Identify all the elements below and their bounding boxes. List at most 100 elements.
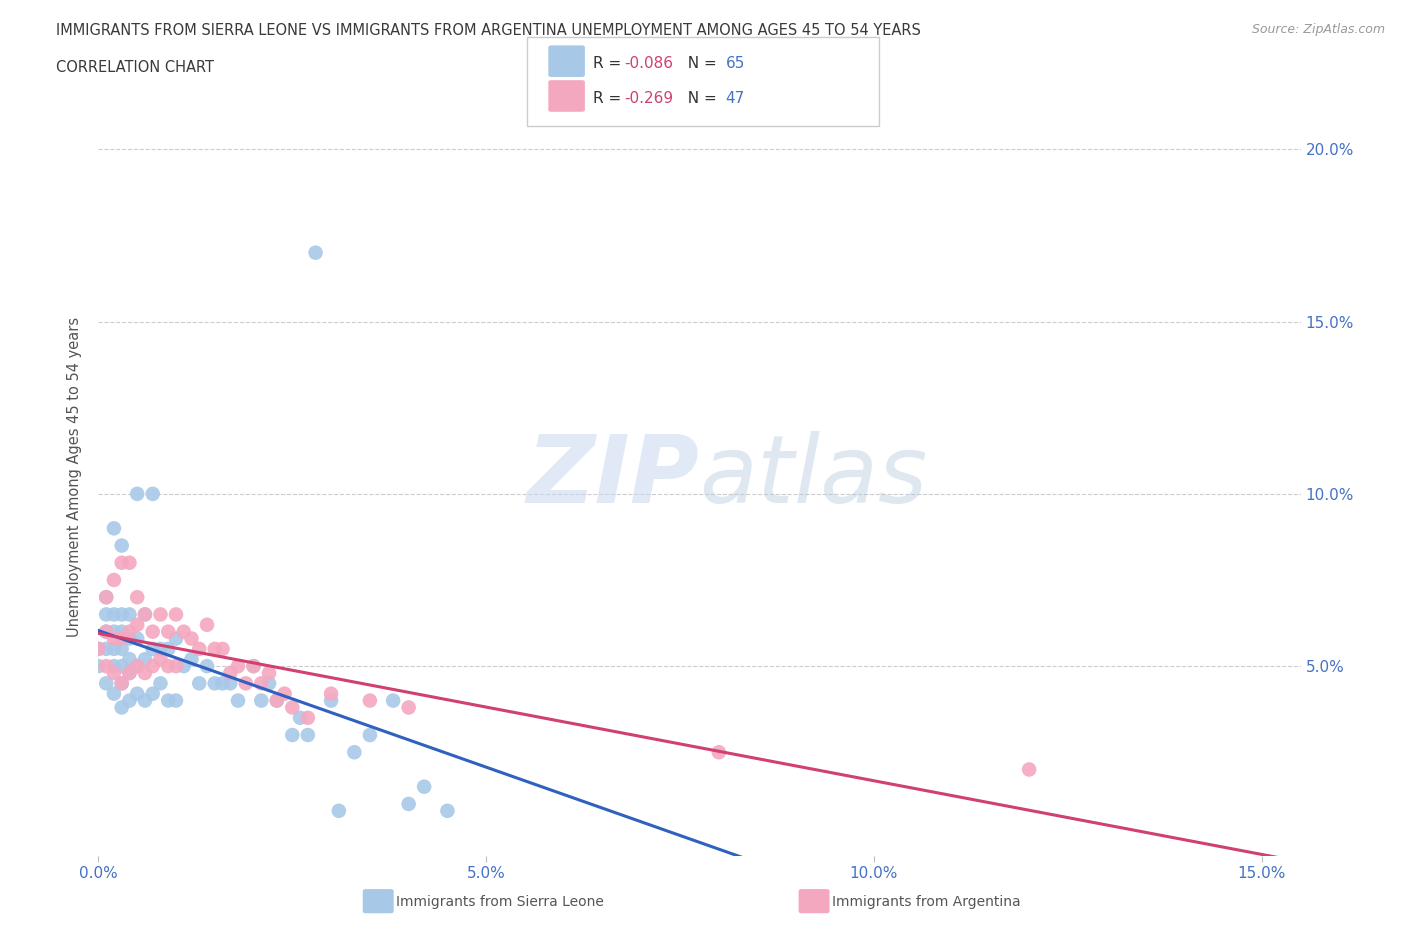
Point — [398, 700, 420, 715]
Point — [359, 693, 381, 708]
Point — [188, 642, 211, 657]
Point — [398, 796, 420, 811]
Point — [118, 624, 141, 639]
Point — [211, 642, 233, 657]
Point — [142, 486, 165, 501]
Text: Immigrants from Sierra Leone: Immigrants from Sierra Leone — [396, 895, 605, 910]
Point — [242, 658, 264, 673]
Point — [118, 631, 141, 646]
Point — [149, 676, 172, 691]
Point — [87, 642, 110, 657]
Point — [111, 555, 134, 570]
Point — [134, 607, 156, 622]
Point — [134, 666, 156, 681]
Point — [96, 658, 118, 673]
Point — [257, 666, 280, 681]
Point — [273, 686, 295, 701]
Text: N =: N = — [678, 57, 721, 72]
Point — [103, 624, 125, 639]
Point — [165, 658, 187, 673]
Point — [204, 642, 226, 657]
Point — [87, 642, 110, 657]
Point — [242, 658, 264, 673]
Point — [127, 590, 149, 604]
Point — [157, 658, 180, 673]
Point — [319, 686, 342, 701]
Point — [157, 624, 180, 639]
Point — [211, 676, 233, 691]
Point — [142, 658, 165, 673]
Point — [111, 538, 134, 553]
Point — [127, 658, 149, 673]
Point — [127, 658, 149, 673]
Text: Source: ZipAtlas.com: Source: ZipAtlas.com — [1251, 23, 1385, 36]
Text: R =: R = — [593, 57, 627, 72]
Point — [103, 686, 125, 701]
Point — [235, 676, 257, 691]
Point — [266, 693, 288, 708]
Point — [118, 666, 141, 681]
Point — [319, 693, 342, 708]
Point — [111, 624, 134, 639]
Point — [226, 658, 249, 673]
Point — [96, 624, 118, 639]
Point — [103, 666, 125, 681]
Point — [127, 486, 149, 501]
Point — [250, 676, 273, 691]
Point — [281, 700, 304, 715]
Y-axis label: Unemployment Among Ages 45 to 54 years: Unemployment Among Ages 45 to 54 years — [67, 316, 83, 637]
Point — [127, 618, 149, 632]
Text: R =: R = — [593, 91, 627, 106]
Point — [127, 631, 149, 646]
Point — [96, 642, 118, 657]
Point — [103, 573, 125, 588]
Point — [328, 804, 350, 818]
Text: N =: N = — [678, 91, 721, 106]
Point — [103, 521, 125, 536]
Point — [288, 711, 311, 725]
Point — [359, 727, 381, 742]
Point — [226, 693, 249, 708]
Point — [157, 642, 180, 657]
Point — [250, 693, 273, 708]
Text: 47: 47 — [725, 91, 745, 106]
Point — [157, 693, 180, 708]
Point — [118, 693, 141, 708]
Point — [1018, 762, 1040, 777]
Point — [111, 631, 134, 646]
Point — [149, 607, 172, 622]
Point — [343, 745, 366, 760]
Point — [266, 693, 288, 708]
Point — [204, 676, 226, 691]
Point — [111, 676, 134, 691]
Text: 65: 65 — [725, 57, 745, 72]
Point — [134, 693, 156, 708]
Point — [297, 727, 319, 742]
Point — [149, 652, 172, 667]
Point — [180, 631, 202, 646]
Point — [436, 804, 458, 818]
Point — [382, 693, 405, 708]
Point — [173, 624, 195, 639]
Point — [257, 676, 280, 691]
Point — [142, 686, 165, 701]
Point — [180, 652, 202, 667]
Point — [103, 631, 125, 646]
Text: -0.269: -0.269 — [624, 91, 673, 106]
Point — [118, 652, 141, 667]
Point — [111, 607, 134, 622]
Point — [142, 642, 165, 657]
Text: -0.086: -0.086 — [624, 57, 673, 72]
Point — [96, 590, 118, 604]
Point — [173, 658, 195, 673]
Point — [103, 607, 125, 622]
Point — [134, 652, 156, 667]
Point — [127, 686, 149, 701]
Point — [118, 607, 141, 622]
Point — [297, 711, 319, 725]
Point — [103, 642, 125, 657]
Point — [87, 658, 110, 673]
Point — [111, 700, 134, 715]
Point — [304, 246, 326, 260]
Point — [134, 607, 156, 622]
